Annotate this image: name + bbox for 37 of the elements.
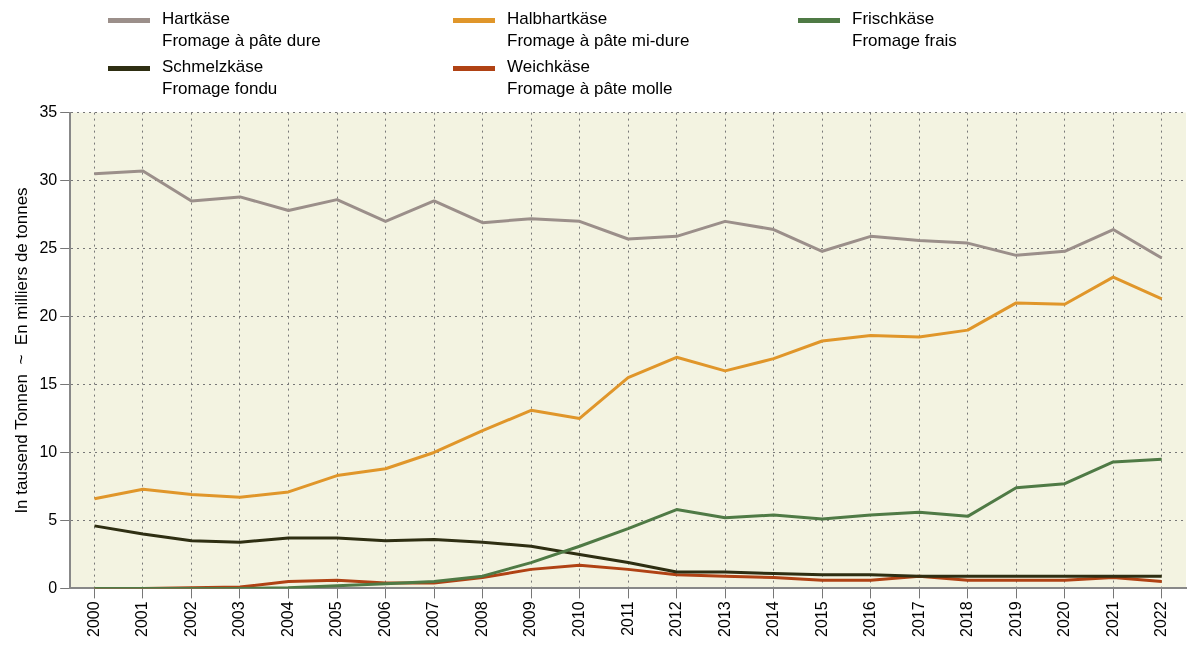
- x-tick-label: 2018: [958, 601, 976, 637]
- y-axis-title: In tausend Tonnen ~ En milliers de tonnes: [11, 187, 31, 514]
- x-tick-label: 2002: [181, 601, 199, 637]
- x-tick-label: 2020: [1055, 601, 1073, 637]
- x-tick-label: 2005: [327, 601, 345, 637]
- x-tick-label: 2009: [521, 601, 539, 637]
- y-tick-label: 20: [39, 306, 58, 324]
- x-tick-label: 2021: [1103, 601, 1121, 637]
- y-tick-label: 15: [39, 374, 58, 392]
- y-tick-label: 35: [39, 103, 58, 121]
- x-tick-label: 2001: [133, 601, 151, 637]
- legend-label: Hartkäse Fromage à pâte dure: [162, 8, 321, 52]
- legend-label: Halbhartkäse Fromage à pâte mi-dure: [507, 8, 690, 52]
- x-tick-label: 2006: [375, 601, 393, 637]
- x-tick-label: 2015: [812, 601, 830, 637]
- x-tick-label: 2012: [667, 601, 685, 637]
- x-tick-label: 2011: [618, 601, 636, 636]
- y-tick-label: 0: [48, 578, 58, 596]
- x-tick-label: 2007: [424, 601, 442, 637]
- x-tick-label: 2004: [278, 601, 296, 637]
- x-tick-label: 2019: [1006, 601, 1024, 637]
- y-tick-label: 30: [39, 170, 58, 188]
- x-tick-label: 2014: [764, 601, 782, 637]
- x-tick-label: 2017: [909, 601, 927, 637]
- x-tick-label: 2008: [472, 601, 490, 637]
- legend-label: Weichkäse Fromage à pâte molle: [507, 56, 673, 100]
- legend-label: Schmelzkäse Fromage fondu: [162, 56, 278, 100]
- x-tick-label: 2003: [230, 601, 248, 637]
- y-tick-label: 5: [48, 510, 58, 528]
- x-tick-label: 2010: [569, 601, 587, 637]
- x-tick-label: 2000: [84, 601, 102, 637]
- x-tick-label: 2022: [1152, 601, 1170, 637]
- y-tick-label: 10: [39, 442, 58, 460]
- x-tick-label: 2016: [861, 601, 879, 637]
- y-tick-label: 25: [39, 238, 58, 256]
- legend-label: Frischkäse Fromage frais: [852, 8, 957, 52]
- x-tick-label: 2013: [715, 601, 733, 637]
